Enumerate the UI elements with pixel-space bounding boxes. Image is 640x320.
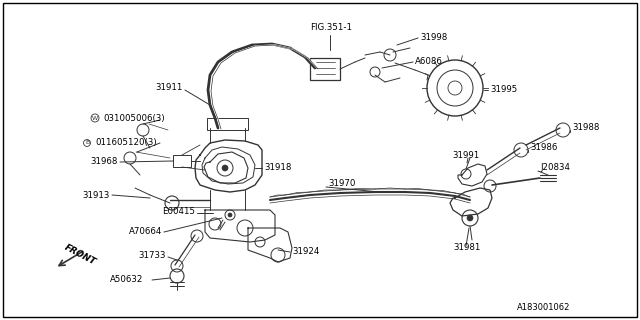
Bar	[173, 155, 191, 167]
Text: B: B	[85, 140, 89, 146]
Text: E00415: E00415	[162, 207, 195, 217]
Text: 31911: 31911	[155, 84, 182, 92]
Text: A70664: A70664	[129, 228, 162, 236]
Text: 31988: 31988	[572, 124, 600, 132]
Text: 31968: 31968	[91, 157, 118, 166]
Text: A183001062: A183001062	[516, 303, 570, 313]
Text: 31991: 31991	[452, 150, 479, 159]
Text: 011605120(3): 011605120(3)	[95, 139, 157, 148]
Text: 31918: 31918	[264, 164, 291, 172]
Circle shape	[467, 215, 473, 221]
Text: A6086: A6086	[415, 58, 443, 67]
Text: FRONT: FRONT	[63, 243, 97, 267]
Text: A50632: A50632	[110, 276, 143, 284]
Text: 31995: 31995	[490, 85, 517, 94]
Text: 31970: 31970	[328, 179, 355, 188]
Text: 31733: 31733	[138, 251, 166, 260]
Bar	[207, 118, 248, 130]
Circle shape	[222, 165, 228, 171]
Circle shape	[228, 213, 232, 217]
Text: 31986: 31986	[530, 143, 557, 153]
Text: 31981: 31981	[453, 244, 481, 252]
Text: W: W	[92, 116, 98, 121]
Text: 31924: 31924	[292, 247, 319, 257]
Text: 31913: 31913	[83, 190, 110, 199]
Bar	[310, 58, 340, 80]
Text: 031005006(3): 031005006(3)	[103, 114, 164, 123]
Text: J20834: J20834	[540, 164, 570, 172]
Text: FIG.351-1: FIG.351-1	[310, 23, 352, 33]
Text: 31998: 31998	[420, 34, 447, 43]
